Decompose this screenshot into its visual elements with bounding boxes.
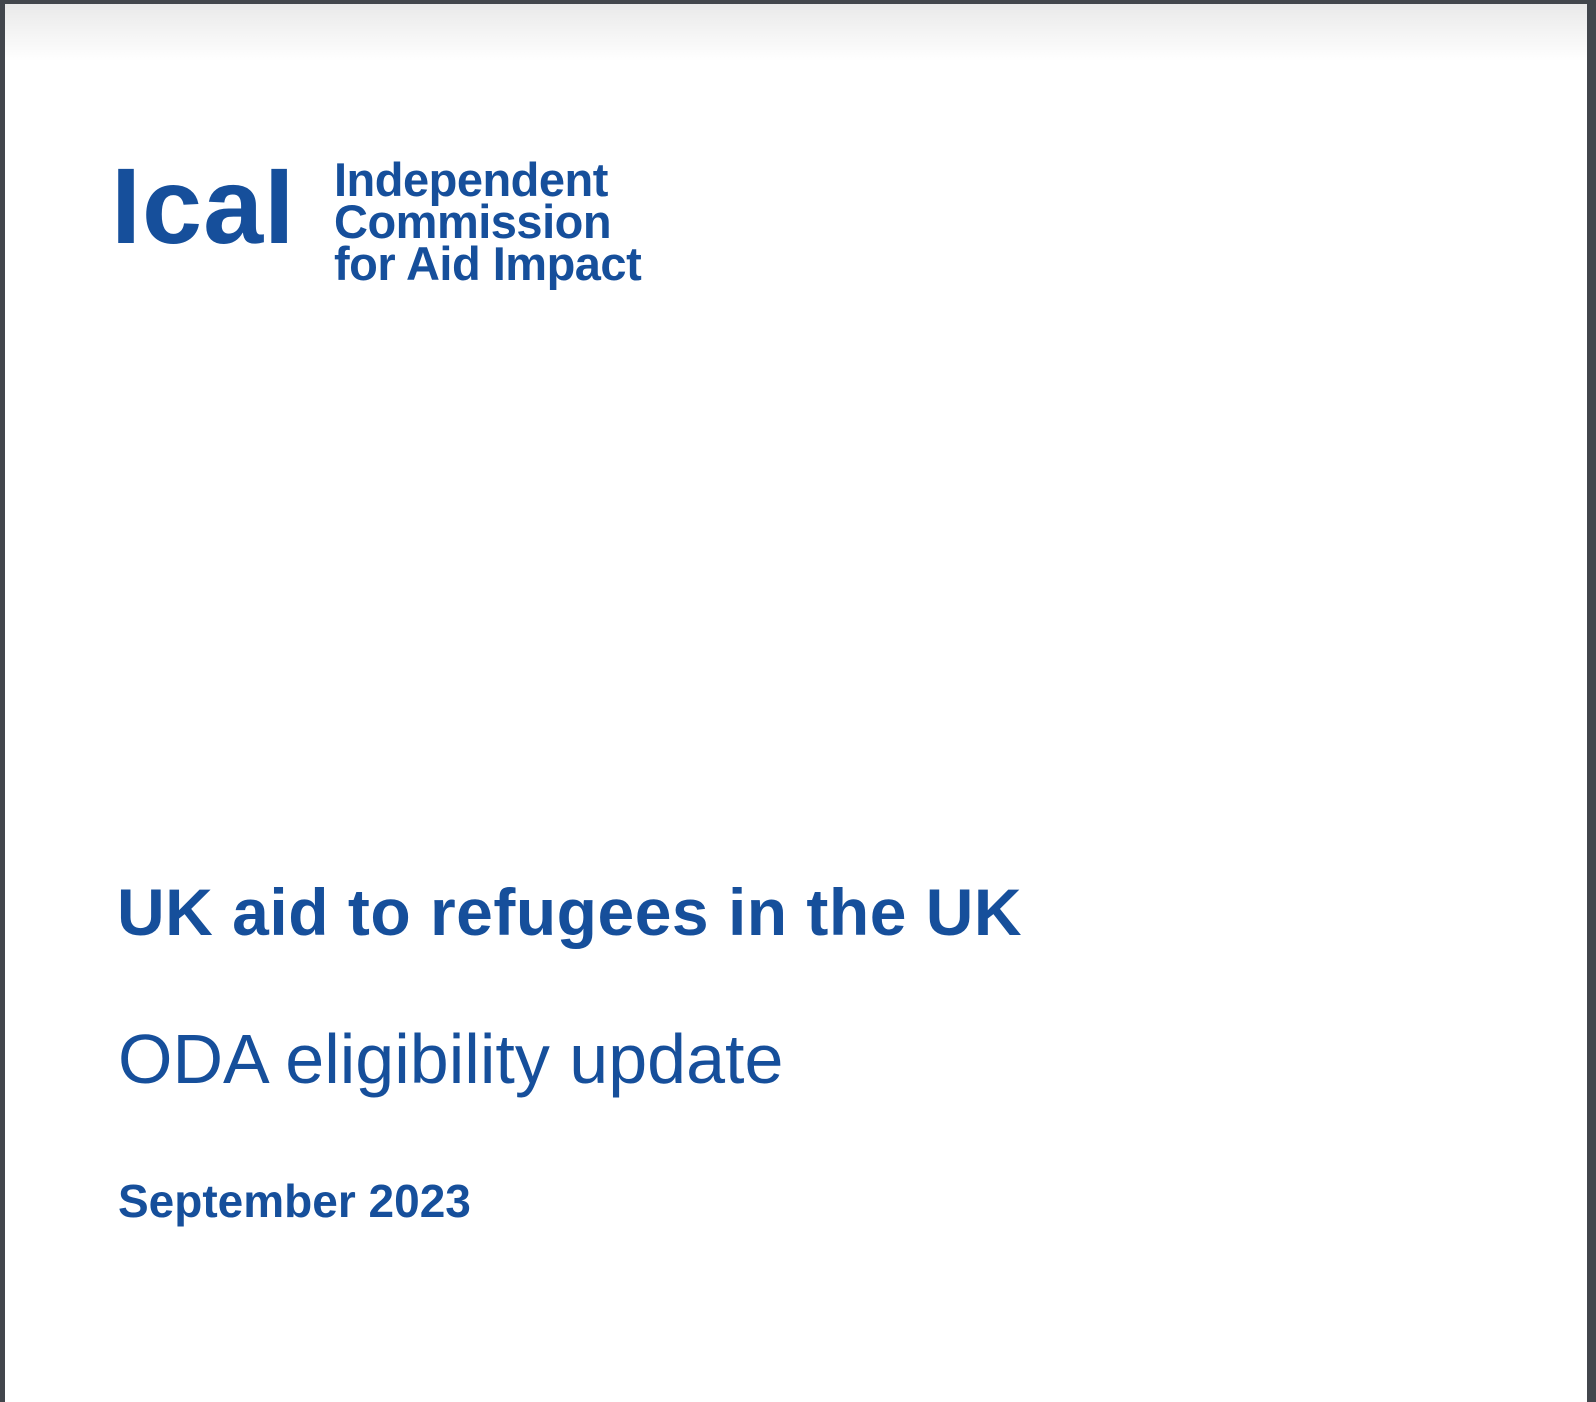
icai-logo-org-name: Independent Commission for Aid Impact bbox=[334, 153, 642, 290]
logo-org-name-line: Independent bbox=[334, 153, 608, 206]
page-top-shadow bbox=[5, 4, 1587, 62]
logo-org-name-line: Commission bbox=[334, 195, 612, 248]
logo-org-name-line: for Aid Impact bbox=[334, 237, 642, 290]
report-subtitle: ODA eligibility update bbox=[118, 1020, 784, 1098]
report-title: UK aid to refugees in the UK bbox=[117, 875, 1023, 949]
icai-logo-wordmark: IcaI bbox=[111, 145, 296, 266]
report-date: September 2023 bbox=[118, 1175, 471, 1227]
document-page: IcaI Independent Commission for Aid Impa… bbox=[5, 4, 1587, 1402]
